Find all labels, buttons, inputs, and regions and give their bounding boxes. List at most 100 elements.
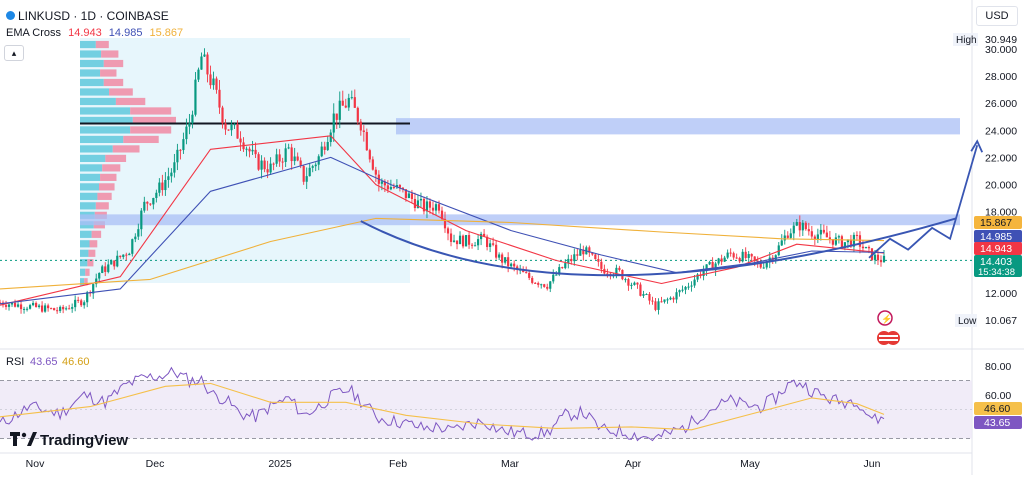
rounded-bottom-curve: [360, 217, 957, 277]
candle: [750, 253, 753, 261]
candle: [690, 281, 693, 292]
candle-body: [720, 258, 723, 262]
ema-slow-line: [0, 217, 885, 290]
candle: [729, 248, 732, 257]
volume-bar-down: [101, 50, 119, 58]
candle-body: [837, 236, 840, 238]
candle-body: [537, 283, 540, 285]
collapse-legend-button[interactable]: ▴: [4, 45, 24, 61]
candle: [194, 72, 197, 117]
candle: [464, 234, 468, 247]
candle: [31, 300, 35, 307]
lightning-icon[interactable]: [877, 310, 893, 326]
candle-body: [696, 274, 699, 280]
volume-bar-up: [80, 202, 96, 210]
candle-body: [684, 286, 687, 290]
candle-body: [498, 254, 501, 258]
candle-body: [669, 297, 672, 300]
symbol-title[interactable]: LINKUSD · 1D · COINBASE: [6, 9, 169, 23]
candle-body: [40, 305, 44, 312]
candle-body: [594, 254, 597, 260]
volume-bar-down: [87, 259, 94, 267]
candle-body: [92, 284, 95, 294]
candle-body: [615, 267, 618, 276]
candle-body: [882, 255, 886, 263]
volume-bar-down: [99, 183, 115, 191]
indicator-name: EMA Cross: [6, 27, 62, 39]
candle: [627, 277, 630, 291]
candle: [281, 157, 284, 170]
candle: [122, 254, 125, 260]
candle: [158, 178, 161, 197]
candle-body: [744, 251, 747, 259]
candle: [798, 215, 801, 237]
volume-bar-down: [100, 173, 117, 181]
candle: [567, 254, 570, 269]
candle: [197, 67, 200, 83]
candle: [744, 247, 747, 260]
candle-body: [149, 203, 152, 205]
candle-body: [843, 242, 847, 248]
candle: [434, 201, 438, 216]
rsi-legend[interactable]: RSI 43.65 46.60: [6, 356, 90, 368]
candle: [684, 285, 687, 295]
candle-body: [389, 187, 392, 190]
candle-body: [422, 198, 426, 212]
time-tick-label: Nov: [26, 458, 45, 470]
candle-body: [272, 163, 275, 165]
candle-body: [365, 132, 368, 151]
candle-body: [549, 281, 552, 289]
candle-body: [257, 154, 260, 170]
candle: [783, 229, 786, 245]
candle-body: [678, 290, 681, 293]
candle: [344, 98, 347, 109]
candle: [83, 300, 86, 309]
event-markers[interactable]: ⚡: [877, 310, 900, 345]
candle-body: [570, 258, 573, 262]
candle: [693, 274, 696, 288]
candle-body: [528, 272, 531, 278]
tv-logo-icon: [10, 432, 20, 446]
candle-body: [398, 184, 402, 188]
volume-bar-up: [80, 135, 124, 144]
candle: [687, 282, 690, 290]
candle-body: [660, 301, 663, 303]
flag-icon[interactable]: [886, 331, 900, 345]
candle: [326, 135, 329, 151]
candle-body: [329, 132, 332, 143]
volume-bar-up: [80, 78, 104, 87]
candle: [576, 248, 579, 261]
candle-body: [31, 302, 35, 306]
candle: [362, 125, 365, 142]
candle-body: [534, 282, 537, 284]
candle: [819, 223, 822, 241]
candle-body: [113, 260, 116, 267]
candle: [645, 293, 648, 296]
candle-body: [152, 197, 155, 205]
volume-bar-down: [103, 78, 124, 87]
candle-body: [305, 176, 308, 182]
candle-body: [380, 181, 383, 184]
candle-body: [413, 198, 417, 208]
indicator-legend[interactable]: EMA Cross 14.943 14.985 15.867: [6, 27, 183, 39]
watermark-text: TradingView: [40, 432, 128, 449]
ema-mid-badge: 14.985: [974, 230, 1022, 243]
candle-body: [59, 306, 62, 311]
candle-body: [350, 97, 353, 99]
candle: [257, 152, 260, 171]
candle: [786, 231, 789, 239]
candle: [831, 238, 834, 249]
price-tick-label: 20.000: [985, 180, 1017, 192]
rsi-ma-line: [0, 382, 885, 431]
candle: [702, 265, 705, 281]
candle: [840, 234, 844, 249]
currency-selector[interactable]: USD: [976, 6, 1018, 26]
candle-body: [410, 193, 414, 199]
rsi-title: RSI: [6, 356, 24, 368]
candle: [7, 303, 11, 311]
time-axis[interactable]: Nov Dec 2025 Feb Mar Apr May Jun: [26, 458, 881, 470]
time-tick-label: Dec: [146, 458, 165, 470]
candle-body: [449, 233, 453, 242]
candle: [37, 303, 41, 309]
